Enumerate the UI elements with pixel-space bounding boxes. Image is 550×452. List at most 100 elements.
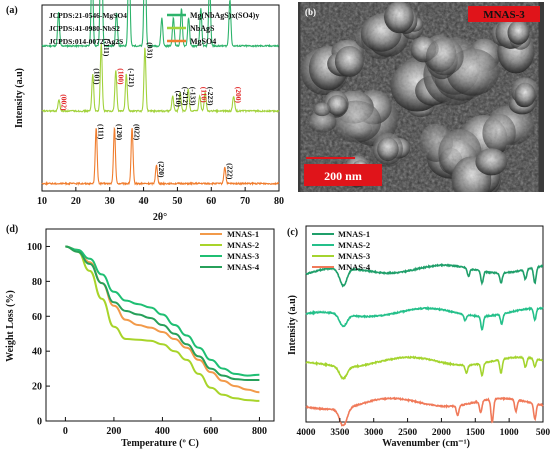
ftir-series-line-2 bbox=[305, 305, 544, 331]
tga-series-line-2 bbox=[65, 245, 260, 402]
peak-label: (220) bbox=[157, 161, 166, 178]
ftir-series-line-3 bbox=[305, 355, 544, 380]
x-tick-label: 3000 bbox=[364, 428, 383, 438]
legend-label: MNAS-1 bbox=[227, 229, 259, 239]
panel-a-xrd: (a) (111) (120) (022)(220) (222)(002)(101)(… bbox=[6, 0, 284, 223]
panel-a-label: (a) bbox=[6, 5, 18, 16]
x-tick-label: 2500 bbox=[398, 428, 417, 438]
panel-c-frame bbox=[305, 225, 544, 423]
x-tick-label: 20 bbox=[71, 196, 81, 207]
xrd-series-line-1 bbox=[41, 0, 280, 49]
x-tick-label: 200 bbox=[106, 426, 121, 437]
x-tick-label: 3500 bbox=[330, 428, 349, 438]
sem-micrograph: (b) MNAS-3 200 nm bbox=[298, 2, 544, 192]
x-tick-label: 1500 bbox=[466, 428, 485, 438]
panel-d-ticks: 0 200 400 600 800 0 20 40 60 80 100 bbox=[27, 242, 267, 437]
y-tick-label: 80 bbox=[32, 277, 42, 288]
x-tick-label: 80 bbox=[274, 196, 284, 207]
panel-c-ticks: 4000 3500 3000 2500 2000 1500 1000 500 bbox=[297, 418, 550, 438]
x-tick-label: 40 bbox=[139, 196, 149, 207]
svg-text:(b): (b) bbox=[305, 7, 316, 17]
peak-label: (-133) bbox=[188, 87, 197, 106]
scale-bar-label: 200 nm bbox=[324, 169, 362, 183]
peak-label: (200) bbox=[234, 87, 243, 104]
peak-label: (222) bbox=[225, 163, 234, 180]
panel-c-label: (c) bbox=[287, 227, 298, 238]
ftir-series-line-4 bbox=[305, 396, 544, 427]
sample-label-box bbox=[468, 6, 540, 22]
x-tick-label: 50 bbox=[172, 196, 182, 207]
peak-label: (100) bbox=[117, 68, 126, 85]
peak-label: (120) bbox=[115, 124, 124, 141]
panel-c-curves bbox=[305, 262, 544, 427]
peak-label: (-121) bbox=[127, 68, 136, 87]
peak-label: (031) bbox=[145, 42, 154, 59]
x-tick-label: 70 bbox=[240, 196, 250, 207]
panel-b-sem-image: (b) MNAS-3 200 nm bbox=[298, 2, 544, 192]
scale-bar-box bbox=[304, 164, 382, 186]
panel-a-curves bbox=[41, 0, 280, 187]
ftir-series-line-1 bbox=[305, 262, 544, 288]
legend-label: MNAS-2 bbox=[338, 240, 370, 250]
panel-a-reference-cards: JCPDS:21-0546-MgSO4 JCPDS:41-0980-NbS2 J… bbox=[49, 11, 127, 46]
panel-a-frame bbox=[41, 4, 280, 192]
reference-card-2: JCPDS:41-0980-NbS2 bbox=[49, 24, 120, 33]
panel-a-peak-labels: (111) (120) (022) (220) (222) (002) (101) (-111… bbox=[59, 39, 242, 180]
legend-label: Mg(NbAgS)x(SO4)y bbox=[190, 11, 259, 20]
tga-series-line-4 bbox=[65, 245, 260, 382]
panel-d-frame bbox=[45, 228, 275, 422]
xrd-series-line-2 bbox=[41, 43, 280, 114]
x-tick-label: 0 bbox=[63, 426, 68, 437]
legend-label: MNAS-4 bbox=[338, 262, 371, 272]
x-tick-label: 4000 bbox=[297, 428, 316, 438]
x-tick-label: 500 bbox=[536, 428, 550, 438]
legend-label: MNAS-4 bbox=[227, 262, 260, 272]
peak-label: (002) bbox=[59, 94, 68, 111]
panel-a-legend: Mg(NbAgS)x(SO4)y NbAgS MgSO4 bbox=[167, 11, 259, 46]
x-tick-label: 1000 bbox=[500, 428, 519, 438]
panel-d-x-label: Temperature (º C) bbox=[121, 438, 199, 449]
peak-label: (101) bbox=[93, 68, 102, 85]
x-tick-label: 10 bbox=[37, 196, 47, 207]
legend-label: MgSO4 bbox=[190, 37, 216, 46]
legend-label: MNAS-3 bbox=[227, 251, 259, 261]
x-tick-label: 400 bbox=[155, 426, 170, 437]
xrd-series-line-3 bbox=[41, 126, 280, 187]
x-tick-label: 600 bbox=[203, 426, 218, 437]
peak-label: (022) bbox=[133, 124, 142, 141]
peak-label: (-111) bbox=[102, 39, 111, 57]
y-tick-label: 20 bbox=[32, 382, 42, 393]
peak-label: (110) bbox=[200, 87, 209, 103]
x-tick-label: 30 bbox=[105, 196, 115, 207]
legend-label: MNAS-2 bbox=[227, 240, 259, 250]
legend-label: MNAS-1 bbox=[338, 229, 370, 239]
x-tick-label: 60 bbox=[206, 196, 216, 207]
x-tick-label: 800 bbox=[252, 426, 267, 437]
peak-label: (111) bbox=[97, 124, 106, 140]
y-tick-label: 40 bbox=[32, 347, 42, 358]
sample-label: MNAS-3 bbox=[483, 9, 525, 21]
panel-d-y-label: Weight Loss (%) bbox=[5, 290, 16, 362]
tga-series-line-3 bbox=[65, 245, 260, 377]
peak-label: (-212) bbox=[181, 87, 190, 106]
peak-label: (210) bbox=[174, 91, 183, 108]
panel-a-y-label: Intensity (a.u) bbox=[14, 68, 25, 128]
peak-label: (-223) bbox=[206, 87, 215, 106]
panel-d-label: (d) bbox=[6, 224, 18, 235]
panel-a-x-ticks: 10 20 30 40 50 60 70 80 bbox=[37, 187, 284, 207]
legend-label: MNAS-3 bbox=[338, 251, 370, 261]
panel-c-ftir: (c) 4000 3500 3000 2500 2000 1500 1000 500 MNAS… bbox=[287, 225, 550, 449]
reference-card-3: JCPDS:014-0072-Ag2S bbox=[49, 37, 123, 46]
y-tick-label: 0 bbox=[37, 417, 42, 428]
y-tick-label: 60 bbox=[32, 312, 42, 323]
reference-card-1: JCPDS:21-0546-MgSO4 bbox=[49, 11, 127, 20]
panel-c-x-label: Wavenumber (cm⁻¹) bbox=[382, 438, 470, 449]
legend-label: NbAgS bbox=[190, 24, 215, 33]
x-tick-label: 2000 bbox=[432, 428, 451, 438]
panel-d-curves bbox=[65, 245, 260, 402]
panel-c-y-label: Intensity (a.u) bbox=[287, 295, 298, 355]
